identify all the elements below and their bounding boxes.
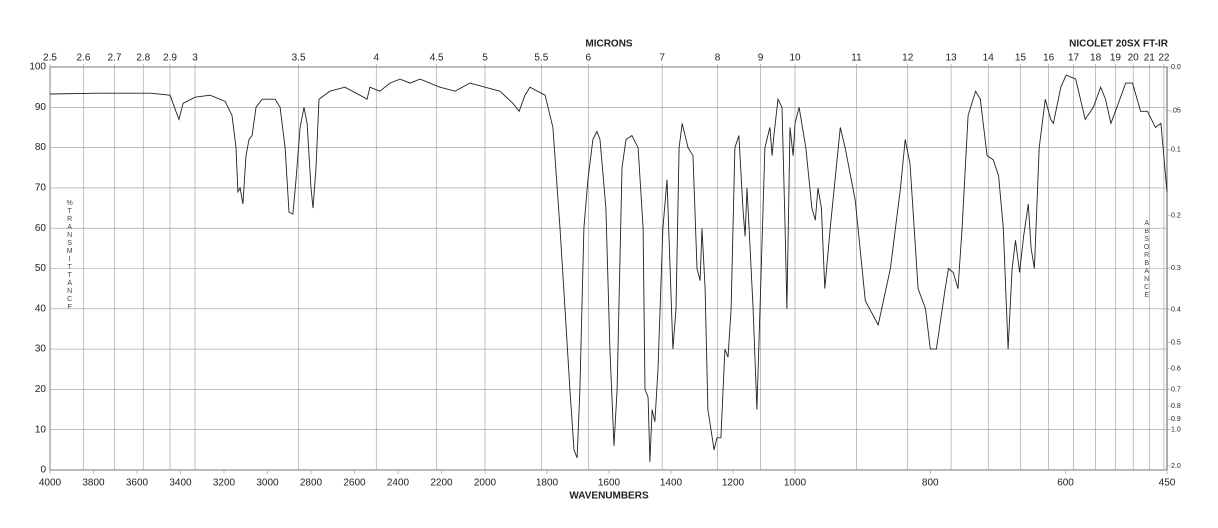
x-tick-label: 3000 [256,478,279,489]
y2-tick-label: .05 [1171,108,1181,115]
y-tick-label: 10 [35,424,47,435]
y-tick-label: 80 [35,142,47,153]
y-tick-label: 100 [29,62,46,73]
x2-axis-label: MICRONS [585,39,633,50]
x2-tick-label: 3 [192,53,198,64]
y-tick-label: 60 [35,223,47,234]
y2-tick-label: 0.6 [1171,366,1181,373]
x-tick-label: 600 [1057,478,1074,489]
x-tick-label: 2000 [474,478,497,489]
y2-tick-label: 0.1 [1171,147,1181,154]
x2-tick-label: 19 [1110,53,1122,64]
x2-tick-label: 17 [1068,53,1080,64]
x2-tick-label: 10 [789,53,801,64]
x2-tick-label: 16 [1043,53,1055,64]
y2-tick-label: 0.5 [1171,339,1181,346]
x-tick-label: 2400 [387,478,410,489]
x2-tick-label: 5 [482,53,488,64]
y2-tick-label: 0.4 [1171,306,1181,313]
x2-tick-label: 4 [373,53,379,64]
x-tick-label: 1000 [784,478,807,489]
x2-tick-label: 2.9 [163,53,177,64]
x2-tick-label: 11 [851,53,862,64]
y-tick-label: 30 [35,344,47,355]
x-tick-label: 2800 [300,478,323,489]
x2-tick-label: 2.7 [107,53,121,64]
y2-axis-label: ABSORBANCE [1143,220,1150,300]
x2-tick-label: 7 [659,53,665,64]
x2-tick-label: 15 [1015,53,1027,64]
x2-tick-label: 2.8 [136,53,150,64]
y2-tick-label: 0.8 [1171,403,1181,410]
y2-tick-label: 0.7 [1171,386,1181,393]
x-tick-label: 1200 [722,478,745,489]
y-tick-label: 40 [35,303,47,314]
y2-tick-label: 0.0 [1171,64,1181,71]
x-tick-label: 4000 [39,478,62,489]
x2-tick-label: 18 [1090,53,1102,64]
x-tick-label: 1400 [660,478,683,489]
x2-tick-label: 5.5 [534,53,548,64]
x-tick-label: 450 [1159,478,1176,489]
y2-tick-label: 0.2 [1171,213,1181,220]
y2-tick-label: 0.3 [1171,265,1181,272]
x2-tick-label: 13 [946,53,958,64]
x-tick-label: 800 [922,478,939,489]
y-tick-label: 0 [40,465,46,476]
y2-tick-label: 0.9 [1171,416,1181,423]
x-tick-label: 3600 [126,478,149,489]
y-tick-label: 70 [35,183,47,194]
y2-tick-label: 1.0 [1171,427,1181,434]
y-tick-label: 90 [35,102,47,113]
x2-tick-label: 20 [1128,53,1140,64]
y-tick-label: 50 [35,263,47,274]
x2-tick-label: 21 [1144,53,1156,64]
chart-title: NICOLET 20SX FT-IR [1069,39,1169,50]
x2-tick-label: 2.5 [43,53,57,64]
y2-tick-label: 2.0 [1171,463,1181,470]
x-tick-label: 3200 [213,478,236,489]
x2-tick-label: 8 [715,53,721,64]
x-tick-label: 2200 [430,478,453,489]
x2-tick-label: 9 [758,53,764,64]
x2-tick-label: 2.6 [77,53,91,64]
x-tick-label: 1600 [598,478,621,489]
spectrum-line [49,74,1168,462]
x2-tick-label: 12 [902,53,914,64]
x-tick-label: 2600 [343,478,366,489]
x2-tick-label: 6 [586,53,592,64]
x2-tick-label: 3.5 [292,53,306,64]
x2-tick-label: 14 [983,53,995,64]
x2-tick-label: 4.5 [430,53,444,64]
x-tick-label: 3800 [82,478,105,489]
x-tick-label: 1800 [536,478,559,489]
x-axis-label: WAVENUMBERS [569,491,649,502]
y-tick-label: 20 [35,384,47,395]
x-tick-label: 3400 [169,478,192,489]
x2-tick-label: 22 [1158,53,1170,64]
y-axis-label: %TRANSMITTANCE [66,200,73,312]
